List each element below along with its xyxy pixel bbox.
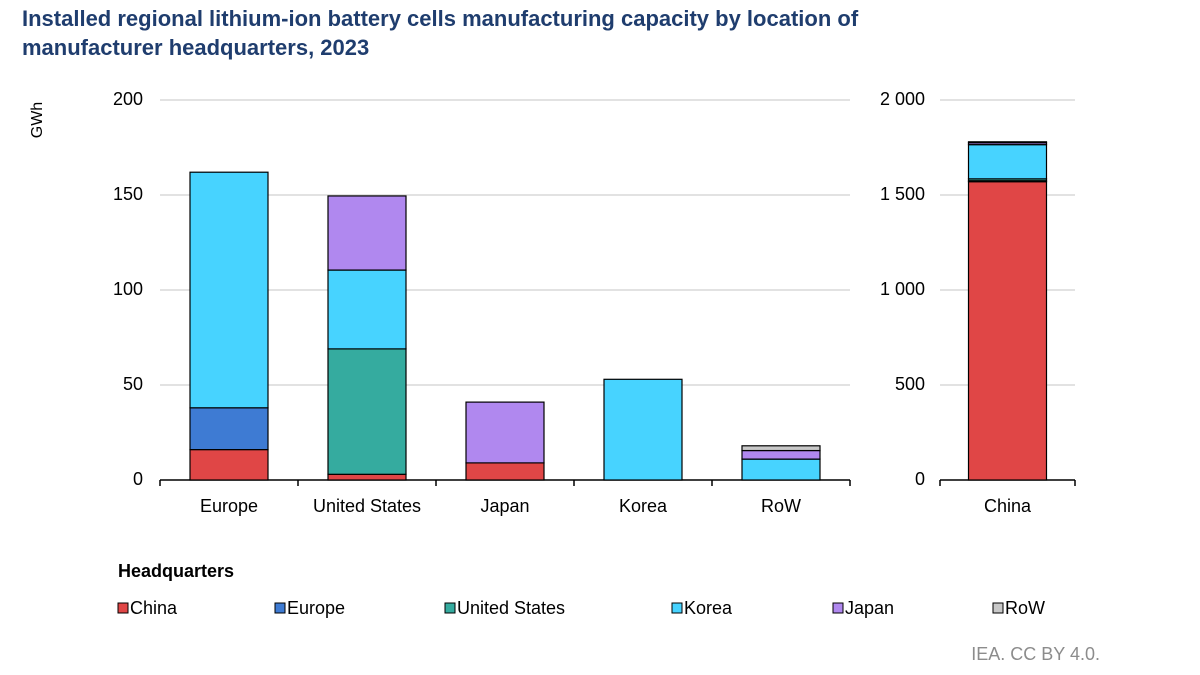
x-tick-label: Japan xyxy=(480,496,529,516)
y-tick-label: 50 xyxy=(123,374,143,394)
y-tick-label: 1 500 xyxy=(880,184,925,204)
legend-title: Headquarters xyxy=(118,561,234,581)
bar-segment xyxy=(741,458,821,481)
bar-segment xyxy=(189,449,269,481)
legend-label: RoW xyxy=(1005,598,1045,618)
y-tick-label: 200 xyxy=(113,89,143,109)
legend-swatch xyxy=(992,602,1004,614)
legend-swatch xyxy=(274,602,286,614)
legend-swatch xyxy=(671,602,683,614)
chart-title: Installed regional lithium-ion battery c… xyxy=(22,6,859,60)
y-axis-label: GWh xyxy=(29,102,46,138)
bar-segment xyxy=(967,181,1048,481)
legend-swatch xyxy=(832,602,844,614)
y-tick-label: 0 xyxy=(133,469,143,489)
bar-segment xyxy=(327,195,407,271)
y-tick-label: 100 xyxy=(113,279,143,299)
x-tick-label: United States xyxy=(313,496,421,516)
bar-segment xyxy=(603,378,683,481)
y-tick-label: 0 xyxy=(915,469,925,489)
bar-segment xyxy=(189,171,269,409)
legend-label: China xyxy=(130,598,178,618)
source: IEA. CC BY 4.0. xyxy=(971,644,1100,664)
bar-segment xyxy=(967,144,1048,180)
y-tick-label: 2 000 xyxy=(880,89,925,109)
legend-label: Korea xyxy=(684,598,733,618)
bar-segment xyxy=(327,473,407,481)
y-tick-label: 150 xyxy=(113,184,143,204)
bar-segment xyxy=(327,269,407,350)
legend-label: Europe xyxy=(287,598,345,618)
x-tick-label: Europe xyxy=(200,496,258,516)
legend-label: United States xyxy=(457,598,565,618)
bar-segment xyxy=(741,449,821,460)
x-tick-label: China xyxy=(984,496,1032,516)
legend-label: Japan xyxy=(845,598,894,618)
y-tick-label: 1 000 xyxy=(880,279,925,299)
bar-segment xyxy=(327,348,407,475)
legend-swatch xyxy=(117,602,129,614)
y-tick-label: 500 xyxy=(895,374,925,394)
bar-segment xyxy=(741,445,821,452)
x-tick-label: RoW xyxy=(761,496,801,516)
legend-swatch xyxy=(444,602,456,614)
bar-segment xyxy=(465,401,545,464)
x-tick-label: Korea xyxy=(619,496,668,516)
bar-segment xyxy=(189,407,269,451)
bar-segment xyxy=(465,462,545,481)
bar-segment xyxy=(967,141,1048,144)
